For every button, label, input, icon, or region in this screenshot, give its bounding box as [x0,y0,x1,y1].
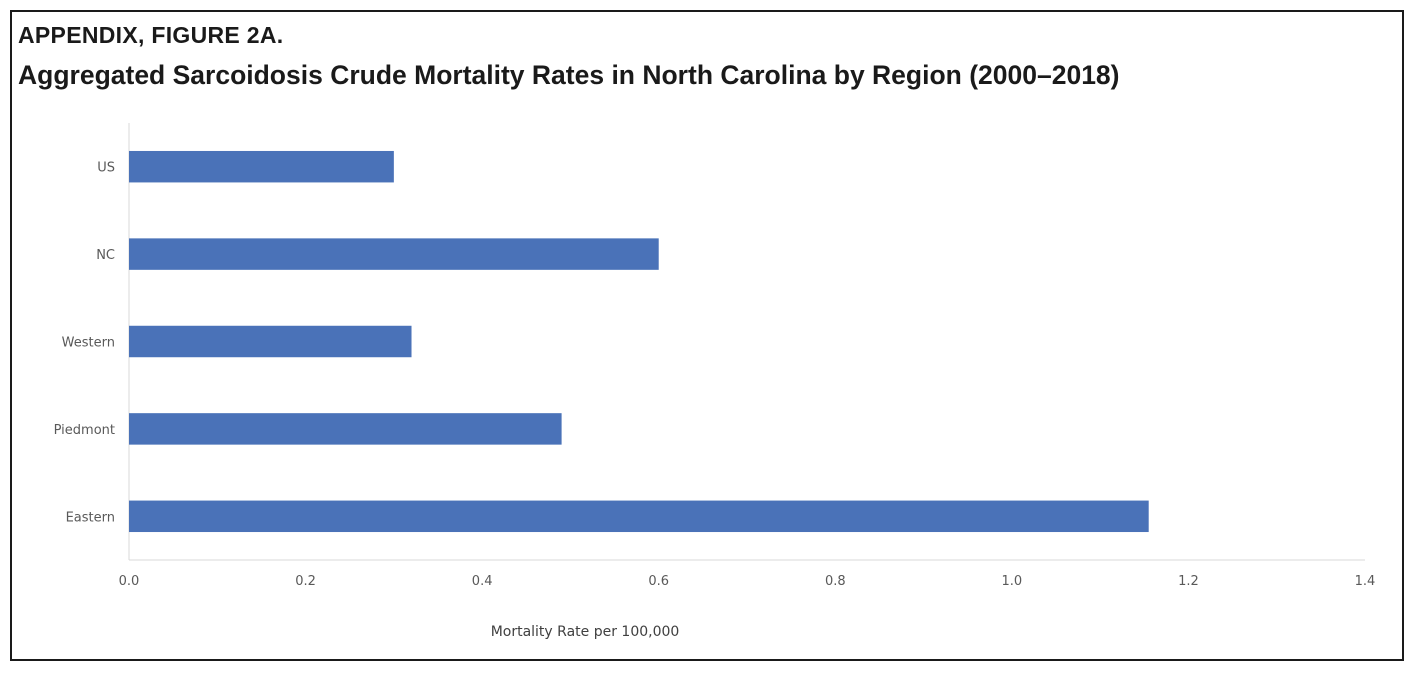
x-tick-label: 0.0 [119,574,140,589]
x-tick-labels: 0.0 0.2 0.4 0.6 0.8 1.0 1.2 1.4 [119,574,1376,589]
x-tick-label: 1.4 [1355,574,1376,589]
bar-eastern [129,500,1149,533]
x-tick-label: 1.0 [1002,574,1023,589]
x-tick-label: 0.2 [295,574,316,589]
category-label-piedmont: Piedmont [54,423,115,438]
x-tick-label: 0.4 [472,574,493,589]
x-tick-label: 0.8 [825,574,846,589]
bar-us [129,150,394,183]
bar-piedmont [129,413,562,445]
x-tick-label: 0.6 [648,574,669,589]
figure-title: Aggregated Sarcoidosis Crude Mortality R… [18,60,1120,90]
category-label-us: US [97,161,115,176]
figure-frame [10,10,1404,661]
x-axis-title: Mortality Rate per 100,000 [491,624,680,640]
category-label-nc: NC [96,248,115,263]
figure-label: APPENDIX, FIGURE 2A. [18,22,284,48]
bar-western [129,325,412,358]
x-tick-label: 1.2 [1178,574,1199,589]
category-labels: US NC Western Piedmont Eastern [54,161,115,526]
category-label-western: Western [62,336,115,351]
category-label-eastern: Eastern [66,510,115,525]
chart-bars [129,150,1149,533]
bar-nc [129,238,659,270]
